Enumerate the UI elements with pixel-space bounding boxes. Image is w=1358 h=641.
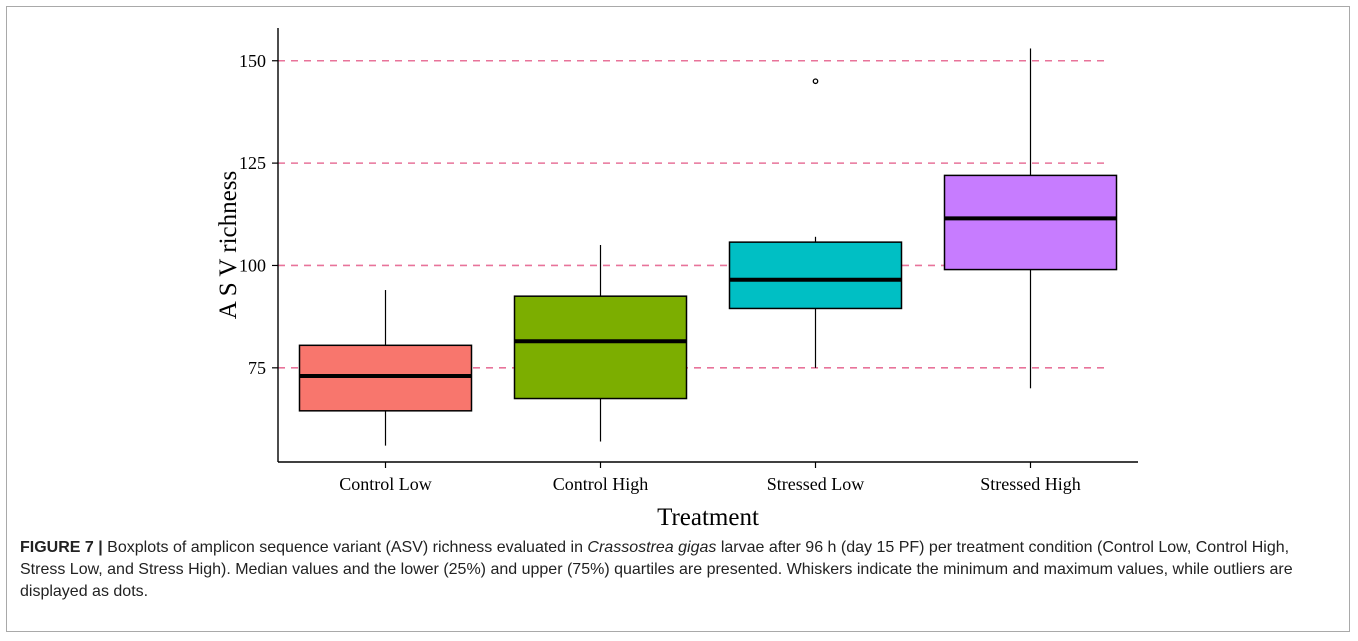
boxplot-chart: 75 100 125 150 Control Low Control High Stress… [215,28,1138,530]
y-tick-label-75: 75 [248,358,266,378]
figure-caption: FIGURE 7 | Boxplots of amplicon sequence… [20,537,1338,603]
x-tick-label-control-high: Control High [553,474,649,494]
box-control-low [298,344,473,412]
y-axis-label: A S V richness [215,171,242,319]
x-tick-label-stressed-high: Stressed High [980,474,1081,494]
box-stressed-high [943,174,1118,271]
caption-text-1: Boxplots of amplicon sequence variant (A… [102,539,588,556]
y-tick-label-100: 100 [239,255,266,275]
y-tick-label-150: 150 [239,51,266,71]
x-axis-label: Treatment [657,504,759,530]
x-tick-label-control-low: Control Low [339,474,432,494]
caption-text-2: larvae after 96 h (day 15 PF) per treatm… [20,539,1293,600]
box-control-high [513,295,688,400]
box-stressed-low [728,241,903,310]
x-tick-label-stressed-low: Stressed Low [767,474,865,494]
caption-label: FIGURE 7 | [20,539,103,556]
caption-species: Crassostrea gigas [587,539,717,556]
outlier-stressed-low-0 [812,78,819,85]
y-tick-label-125: 125 [239,153,266,173]
